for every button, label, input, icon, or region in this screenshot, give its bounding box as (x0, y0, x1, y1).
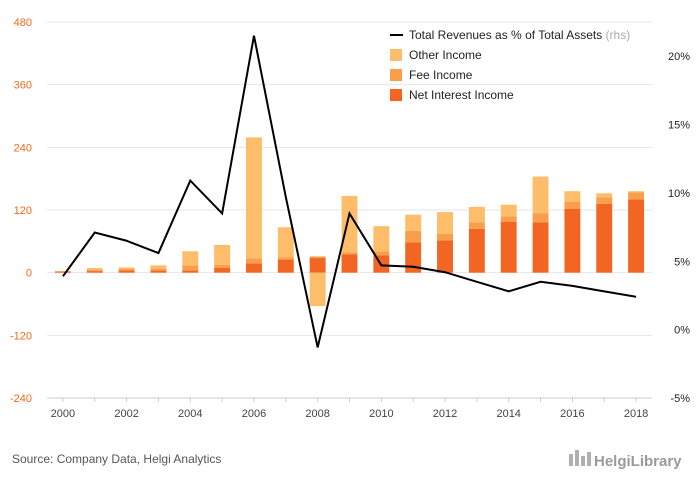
y-tick-label: -240 (10, 393, 32, 405)
y-tick-label: 240 (14, 142, 32, 154)
axes: 480 360 240 120 0 -120 -240 20% 15% 10% 5% 0% -5% 200… (10, 17, 690, 420)
footer: Source: Company Data, Helgi Analytics He… (12, 450, 682, 470)
bar-fee-income-2005 (214, 264, 231, 268)
bar-other-income-2007 (277, 227, 294, 258)
legend-label: Fee Income (409, 68, 473, 82)
legend-label: Net Interest Income (409, 88, 514, 102)
bar-net-interest-income-2005 (214, 267, 231, 273)
legend-rhs-suffix: (rhs) (602, 28, 630, 42)
bar-net-interest-income-2017 (596, 203, 613, 273)
bar-net-interest-income-2001 (86, 271, 103, 273)
bar-other-income-2003 (150, 265, 167, 270)
bar-net-interest-income-2012 (437, 240, 453, 273)
bar-other-income-2015 (532, 176, 549, 214)
y2-tick-label: 20% (668, 51, 690, 63)
bar-net-interest-income-2013 (468, 228, 485, 273)
bar-fee-income-2017 (596, 197, 613, 204)
bar-other-income-2013 (468, 206, 485, 223)
bar-fee-income-2018 (628, 192, 645, 200)
bar-fee-income-2000 (54, 271, 71, 272)
bar-other-income-2012 (437, 212, 453, 235)
bar-fee-income-2014 (500, 216, 517, 223)
y2-tick-label: -5% (670, 393, 690, 405)
bar-fee-income-2003 (150, 269, 167, 271)
y2-tick-label: 10% (668, 188, 690, 200)
bar-net-interest-income-2011 (405, 242, 422, 273)
bar-net-interest-income-2000 (54, 271, 71, 273)
legend-label: Total Revenues as % of Total Assets (rhs… (409, 28, 630, 42)
y-tick-label: 120 (14, 205, 32, 217)
bar-fee-income-2004 (182, 265, 199, 271)
bar-net-interest-income-2014 (500, 222, 517, 273)
bar-other-income-2001 (86, 267, 103, 271)
y-tick-label: 360 (14, 80, 32, 92)
x-tick-label: 2004 (178, 408, 202, 420)
bar-other-income-2017 (596, 193, 613, 198)
x-tick-label: 2014 (496, 408, 520, 420)
legend: Total Revenues as % of Total Assets (rhs… (390, 28, 630, 102)
y2-tick-label: 5% (674, 256, 690, 268)
bar-net-interest-income-2015 (532, 222, 549, 273)
x-tick-label: 2000 (51, 408, 75, 420)
bar-other-income-2009 (341, 195, 358, 253)
bar-other-income-2016 (564, 191, 581, 202)
bar-fee-income-2010 (373, 251, 390, 256)
revenue-line (62, 35, 637, 348)
bar-net-interest-income-2004 (182, 270, 199, 273)
bar-other-income-2018 (628, 191, 645, 193)
bar-net-interest-income-2007 (277, 259, 294, 273)
x-tick-label: 2010 (369, 408, 393, 420)
bar-other-income-2008 (309, 272, 326, 307)
y-tick-label: 480 (14, 17, 32, 29)
helgi-library-logo: HelgiLibrary (569, 450, 682, 470)
bar-other-income-2004 (182, 251, 199, 266)
bar-other-income-2010 (373, 226, 390, 252)
legend-swatch (390, 89, 402, 101)
legend-swatch (390, 69, 402, 81)
bar-fee-income-2011 (405, 230, 422, 243)
y2-tick-label: 0% (674, 325, 690, 337)
bar-fee-income-2002 (118, 269, 135, 271)
bar-fee-income-2001 (86, 270, 103, 272)
bar-net-interest-income-2008 (309, 258, 326, 273)
bar-other-income-2014 (500, 204, 517, 217)
x-tick-label: 2018 (624, 408, 648, 420)
bar-fee-income-2008 (309, 256, 326, 259)
x-tick-label: 2012 (433, 408, 457, 420)
bar-other-income-2002 (118, 267, 135, 270)
bar-other-income-2006 (246, 137, 262, 259)
x-tick-label: 2002 (114, 408, 138, 420)
bar-fee-income-2016 (564, 201, 581, 209)
bar-net-interest-income-2018 (628, 199, 645, 273)
bar-fee-income-2013 (468, 222, 485, 229)
y-tick-label: 0 (26, 268, 32, 280)
bar-net-interest-income-2006 (246, 263, 262, 273)
line-total-revenues-pct-assets (62, 35, 637, 348)
bar-fee-income-2012 (437, 234, 453, 241)
bar-fee-income-2007 (277, 257, 294, 260)
legend-swatch (390, 49, 402, 61)
bar-other-income-2005 (214, 244, 231, 265)
bar-fee-income-2009 (341, 252, 358, 255)
brand-name: HelgiLibrary (594, 453, 682, 470)
bar-net-interest-income-2002 (118, 270, 135, 273)
y2-tick-label: 15% (668, 120, 690, 132)
bar-fee-income-2006 (246, 258, 262, 264)
bar-net-interest-income-2016 (564, 208, 581, 273)
bar-net-interest-income-2003 (150, 270, 167, 273)
legend-label: Other Income (409, 48, 482, 62)
bars (54, 137, 645, 307)
x-tick-label: 2016 (560, 408, 584, 420)
y-tick-label: -120 (10, 330, 32, 342)
bar-other-income-2011 (405, 214, 422, 231)
source-note: Source: Company Data, Helgi Analytics (12, 452, 221, 466)
x-tick-label: 2008 (305, 408, 329, 420)
bar-fee-income-2015 (532, 213, 549, 223)
x-tick-label: 2006 (242, 408, 266, 420)
bar-net-interest-income-2009 (341, 254, 358, 273)
